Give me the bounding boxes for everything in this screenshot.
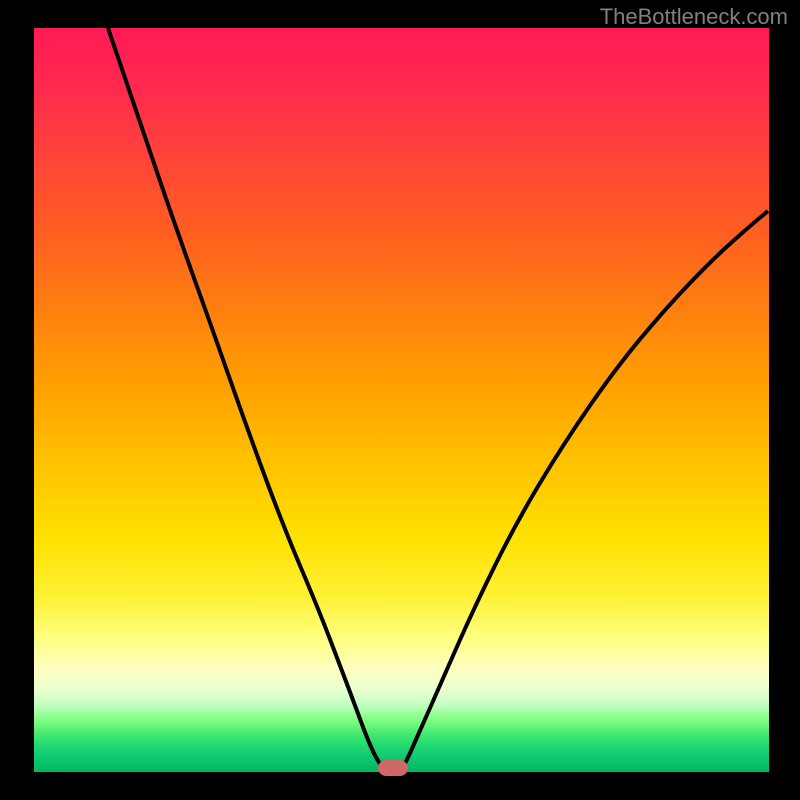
bottleneck-curve-svg — [34, 28, 769, 772]
watermark-text: TheBottleneck.com — [600, 4, 788, 30]
bottleneck-curve-path — [108, 28, 768, 768]
vertex-marker — [378, 760, 408, 776]
